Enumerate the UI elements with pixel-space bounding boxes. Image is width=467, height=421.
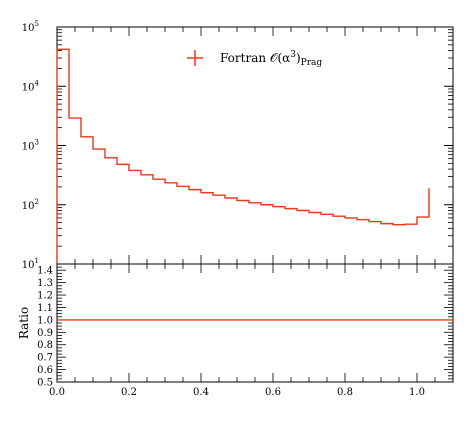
y-tick-label: 101 — [22, 257, 39, 271]
x-tick-label: 1.0 — [409, 387, 425, 398]
x-tick-label: 0.2 — [121, 387, 137, 398]
y-tick-label: 105 — [22, 20, 39, 34]
y-tick-label-base: 10 — [22, 260, 35, 271]
x-tick-label: 0.0 — [49, 387, 65, 398]
x-tick-label: 0.6 — [265, 387, 281, 398]
ratio-y-tick-label: 0.8 — [37, 340, 53, 351]
y-tick-label-base: 10 — [22, 142, 35, 153]
y-tick-label-base: 10 — [22, 201, 35, 212]
ratio-y-tick-label: 1.3 — [37, 278, 53, 289]
ratio-plot-frame — [56, 263, 454, 383]
ratio-panel: 0.50.60.70.80.91.01.11.21.31.40.0 0.2 0.4 0… — [17, 263, 454, 398]
ratio-y-tick-label: 1.2 — [37, 291, 53, 302]
legend: Fortran 𝒪(α3)Prag — [187, 50, 322, 68]
legend-label-base: Fortran 𝒪(α — [220, 51, 290, 65]
y-tick-label-base: 10 — [22, 82, 35, 93]
y-tick-label: 104 — [22, 79, 40, 93]
x-tick-label: 0.8 — [337, 387, 353, 398]
y-tick-label-exp: 3 — [35, 139, 39, 147]
y-tick-label-exp: 5 — [35, 20, 39, 28]
histogram-series-line — [56, 48, 430, 264]
ratio-y-tick-label: 0.6 — [37, 365, 53, 376]
legend-label-exp: 3 — [290, 50, 296, 60]
ratio-y-tick-label: 1.0 — [37, 315, 53, 326]
ratio-y-tick-label: 1.4 — [37, 266, 53, 277]
legend-label-close: ) — [296, 51, 301, 65]
ratio-y-axis-label: Ratio — [17, 307, 31, 339]
y-tick-label: 102 — [22, 198, 39, 212]
ratio-y-tick-label: 0.7 — [37, 353, 53, 364]
legend-label: Fortran 𝒪(α3)Prag — [220, 50, 322, 68]
x-tick-label: 0.4 — [193, 387, 209, 398]
ratio-y-tick-label: 0.9 — [37, 328, 53, 339]
y-tick-label-exp: 4 — [35, 79, 40, 87]
y-tick-label-base: 10 — [22, 23, 35, 34]
y-tick-label-exp: 1 — [35, 257, 39, 265]
y-tick-label: 103 — [22, 139, 39, 153]
legend-label-sub: Prag — [301, 58, 323, 68]
ratio-y-tick-label: 0.5 — [37, 378, 53, 389]
y-tick-label-exp: 2 — [35, 198, 39, 206]
ratio-y-tick-label: 1.1 — [37, 303, 53, 314]
